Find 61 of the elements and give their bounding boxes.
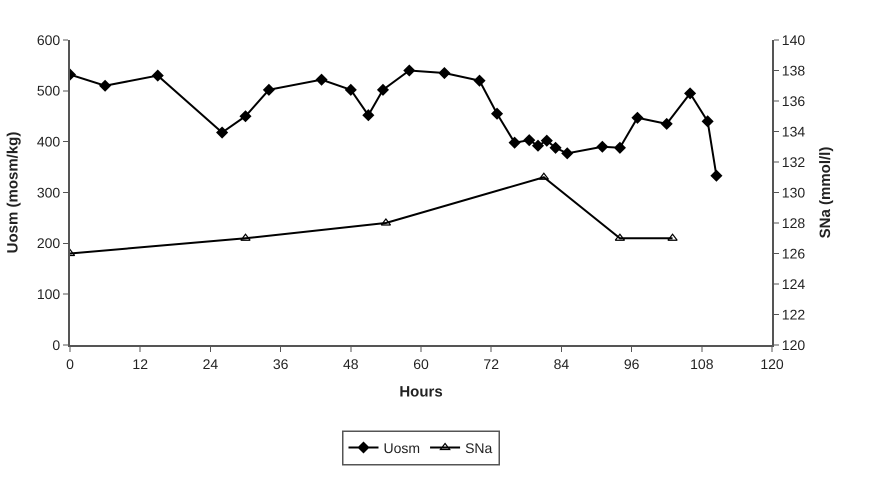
point xyxy=(614,142,626,154)
point xyxy=(660,118,672,130)
x-axis-title: Hours xyxy=(399,383,443,400)
point xyxy=(710,170,722,182)
x-tick-label: 0 xyxy=(66,356,74,372)
x-tick-label: 72 xyxy=(483,356,500,372)
point xyxy=(377,84,389,96)
y2-axis-title: SNa (mmol/l) xyxy=(816,146,834,238)
y2-tick-label: 140 xyxy=(782,32,806,48)
point xyxy=(99,80,111,92)
point xyxy=(380,218,392,226)
y-tick-label: 100 xyxy=(36,286,60,302)
point xyxy=(540,134,553,146)
y-tick-label: 0 xyxy=(52,336,60,353)
y2-tick-label: 132 xyxy=(782,154,806,170)
point xyxy=(240,110,252,122)
point xyxy=(523,134,536,146)
y2-tick-label: 122 xyxy=(782,306,806,322)
y-axis-title: Uosm (mosm/kg) xyxy=(4,132,22,254)
point xyxy=(438,67,450,79)
point xyxy=(316,74,328,86)
point xyxy=(550,142,562,154)
point xyxy=(632,112,644,124)
y-tick-label: 200 xyxy=(36,235,60,252)
point xyxy=(263,84,275,96)
point xyxy=(702,116,714,128)
y-tick-label: 500 xyxy=(36,82,60,99)
point xyxy=(152,70,164,82)
y2-tick-label: 128 xyxy=(782,214,806,231)
point xyxy=(216,126,228,138)
x-tick-label: 36 xyxy=(272,356,289,372)
point xyxy=(596,140,608,153)
y2-tick-label: 134 xyxy=(782,123,806,140)
x-tick-label: 108 xyxy=(690,356,714,372)
y2-tick-label: 138 xyxy=(782,62,806,78)
point xyxy=(684,88,696,100)
point xyxy=(362,109,374,122)
x-tick-label: 24 xyxy=(202,356,218,372)
y-tick-label: 300 xyxy=(36,184,60,200)
y-tick-label: 400 xyxy=(36,134,60,150)
x-tick-label: 12 xyxy=(132,356,148,372)
point xyxy=(474,74,486,86)
y2-tick-label: 124 xyxy=(782,276,806,292)
y2-tick-label: 136 xyxy=(782,92,806,109)
y-tick-label: 600 xyxy=(36,32,60,48)
legend-label: Uosm xyxy=(384,440,420,456)
point xyxy=(561,148,574,160)
x-tick-label: 120 xyxy=(760,356,784,372)
x-tick-label: 96 xyxy=(624,356,640,372)
y2-tick-label: 120 xyxy=(782,336,806,353)
point xyxy=(508,136,520,148)
point xyxy=(491,108,503,120)
point xyxy=(532,140,544,152)
point xyxy=(404,64,416,76)
x-tick-label: 48 xyxy=(343,356,359,372)
y2-tick-label: 130 xyxy=(782,184,806,200)
point xyxy=(345,84,357,96)
x-tick-label: 60 xyxy=(413,356,429,372)
x-tick-label: 84 xyxy=(554,356,570,372)
legend-label: SNa xyxy=(465,440,493,456)
y2-tick-label: 126 xyxy=(782,245,806,262)
